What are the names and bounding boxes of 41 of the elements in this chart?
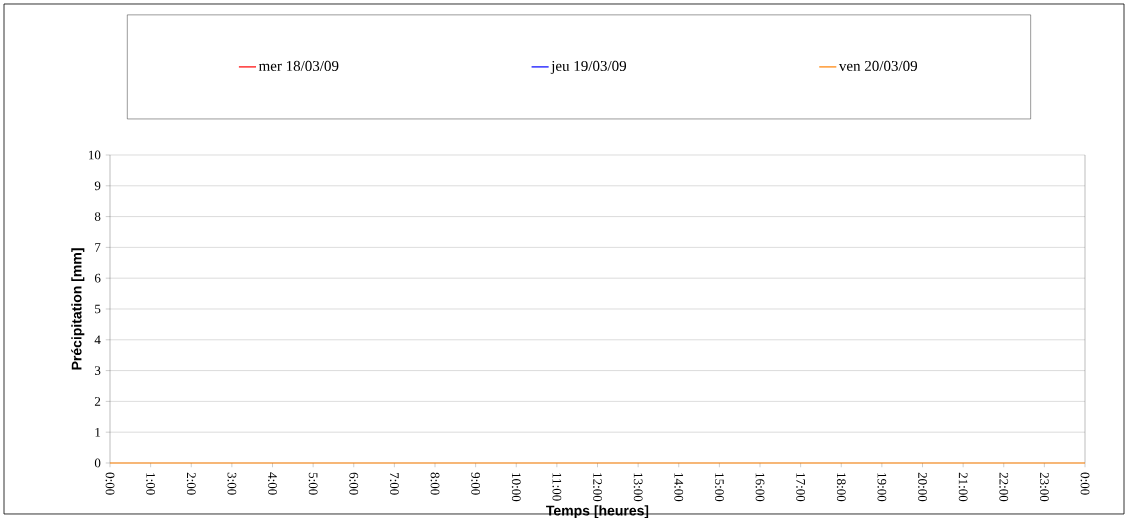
legend-label: jeu 19/03/09 [550,60,627,75]
y-axis-title: Précipitation [mm] [71,248,85,370]
y-tick-label: 4 [94,335,101,345]
x-tick-label: 14:00 [674,473,684,502]
x-tick-label: 1:00 [146,473,156,495]
x-tick-label: 20:00 [918,472,927,502]
x-axis-title: Temps [heures] [546,505,649,518]
y-tick-label: 6 [94,273,101,283]
legend-label: ven 20/03/09 [838,60,918,71]
y-tick-label: 5 [95,304,101,314]
x-tick-label: 11:00 [552,473,562,501]
y-tick-label: 8 [94,212,101,221]
x-tick-label: 6:00 [349,472,359,495]
y-tick-label: 2 [94,397,101,406]
x-tick-label: 4:00 [268,472,277,495]
x-tick-label: 9:00 [471,472,481,495]
x-tick-label: 18:00 [836,473,846,502]
x-tick-label: 2:00 [186,472,196,495]
y-tick-label: 10 [89,150,101,160]
x-tick-label: 13:00 [633,473,643,502]
x-tick-label: 15:00 [714,473,724,502]
y-tick-label: 0 [94,458,101,468]
x-tick-label: 0:00 [1080,472,1090,495]
x-tick-label: 21:00 [958,472,968,502]
y-tick-label: 9 [94,181,101,191]
x-tick-label: 3:00 [227,472,237,495]
x-tick-label: 12:00 [593,473,602,502]
x-tick-label: 23:00 [1039,472,1049,502]
x-tick-label: 17:00 [796,473,806,502]
x-tick-label: 19:00 [877,473,887,502]
y-tick-label: 7 [95,243,101,252]
x-tick-label: 16:00 [755,473,765,502]
legend-label: mer 18/03/09 [258,60,339,71]
x-tick-label: 10:00 [511,473,521,502]
x-tick-label: 8:00 [430,472,440,495]
x-tick-label: 22:00 [999,472,1009,502]
x-tick-label: 5:00 [308,472,318,495]
y-tick-label: 3 [95,366,101,375]
x-tick-label: 7:00 [389,472,399,495]
x-tick-label: 0:00 [105,472,115,495]
y-tick-label: 1 [95,427,101,437]
